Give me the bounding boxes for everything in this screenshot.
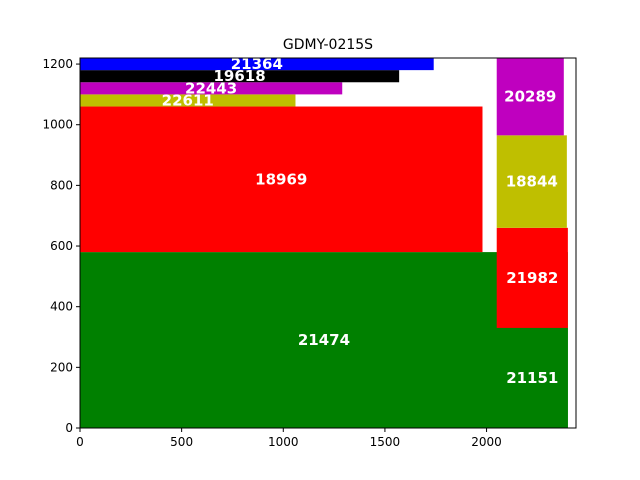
y-tick-label: 800	[50, 178, 73, 192]
x-tick-label: 1500	[370, 435, 401, 449]
y-tick-label: 0	[65, 421, 73, 435]
chart-title: GDMY-0215S	[283, 37, 373, 53]
bar-label-22611: 22611	[162, 91, 214, 109]
bar-21151	[496, 327, 568, 428]
bar-21982	[496, 227, 568, 328]
bar-18844	[496, 135, 567, 228]
bar-label-18844: 18844	[506, 173, 558, 191]
plot-frame	[79, 57, 577, 429]
bar-21364	[80, 58, 434, 71]
bar-label-21364: 21364	[231, 55, 283, 73]
bar-label-22443: 22443	[185, 79, 237, 97]
bars-layer	[80, 58, 568, 428]
bar-22443	[80, 82, 343, 95]
bar-19618	[80, 70, 400, 83]
y-tick-label: 1200	[42, 57, 73, 71]
x-tick-label: 0	[76, 435, 84, 449]
bar-21474	[80, 252, 568, 428]
x-tick-label: 2000	[471, 435, 502, 449]
bar-label-19618: 19618	[213, 67, 265, 85]
x-tick-label: 500	[170, 435, 193, 449]
y-tick-label: 400	[50, 300, 73, 314]
y-tick-label: 1000	[42, 118, 73, 132]
x-tick-label: 1000	[268, 435, 299, 449]
bar-label-21474: 21474	[298, 331, 350, 349]
y-tick-label: 600	[50, 239, 73, 253]
bar-22611	[80, 94, 296, 107]
bar-label-21151: 21151	[506, 369, 558, 387]
y-tick-label: 200	[50, 360, 73, 374]
bar-label-20289: 20289	[504, 88, 556, 106]
bar-20289	[496, 58, 564, 136]
bar-label-18969: 18969	[255, 170, 307, 188]
axes-layer: 0 500 1000 1500 2000 0 200 400 600 800 1000 1200	[42, 57, 577, 449]
bar-18969	[80, 106, 483, 253]
bar-label-21982: 21982	[506, 269, 558, 287]
